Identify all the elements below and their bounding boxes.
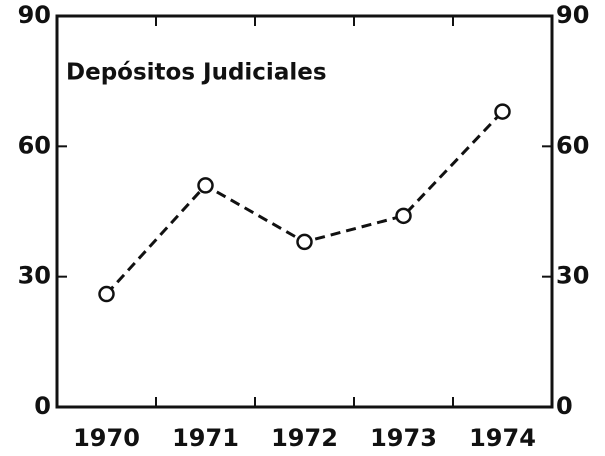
y-tick-label: 30 (18, 262, 51, 290)
y-tick-label: 60 (18, 131, 51, 159)
data-line (105, 110, 504, 296)
x-tick-label: 1974 (469, 424, 536, 452)
y2-tick-label: 30 (556, 262, 589, 290)
y-tick-label: 0 (34, 392, 51, 420)
x-tick-label: 1973 (370, 424, 437, 452)
plot-frame (55, 14, 554, 409)
x-tick-label: 1970 (73, 424, 140, 452)
y-tick-label: 90 (18, 1, 51, 29)
data-point (197, 177, 214, 194)
y2-tick-label: 90 (556, 1, 589, 29)
data-point (494, 103, 511, 120)
y2-tick-label: 60 (556, 131, 589, 159)
y2-tick-label: 0 (556, 392, 573, 420)
data-point (296, 233, 313, 251)
data-point (395, 207, 412, 225)
x-tick-label: 1971 (172, 424, 239, 452)
x-tick-label: 1972 (271, 424, 338, 452)
chart-title: Depósitos Judiciales (66, 60, 327, 86)
data-point (98, 285, 115, 303)
